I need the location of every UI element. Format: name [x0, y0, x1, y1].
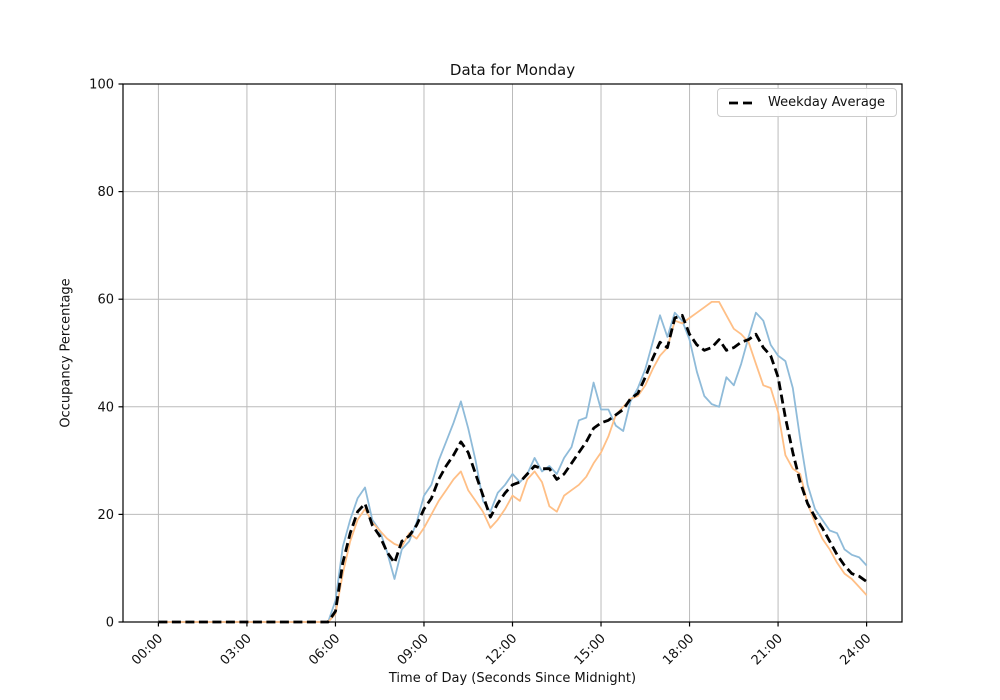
y-tick-label: 60	[97, 293, 114, 308]
y-axis-label: Occupancy Percentage	[58, 278, 74, 428]
x-tick-label: 24:00	[837, 631, 874, 668]
y-tick-label: 20	[97, 508, 114, 523]
weekday-average-line	[158, 313, 868, 624]
y-tick-label: 80	[97, 185, 114, 200]
y-tick-label: 40	[97, 400, 114, 415]
monday-sample-orange-line	[158, 300, 868, 623]
x-tick-label: 09:00	[395, 631, 432, 668]
x-tick-label: 15:00	[572, 631, 609, 668]
y-tick-label: 100	[89, 78, 114, 93]
x-tick-label: 03:00	[218, 631, 255, 668]
x-tick-label: 21:00	[749, 631, 786, 668]
x-tick-label: 18:00	[660, 631, 697, 668]
y-tick-label: 0	[106, 616, 114, 631]
x-axis-label: Time of Day (Seconds Since Midnight)	[388, 671, 637, 686]
x-tick-label: 00:00	[129, 631, 166, 668]
dashed-line-icon	[729, 101, 757, 104]
x-tick-label: 06:00	[306, 631, 343, 668]
chart-title: Data for Monday	[449, 61, 576, 79]
x-tick-label: 12:00	[483, 631, 520, 668]
legend: Weekday Average	[717, 88, 897, 117]
legend-label: Weekday Average	[768, 95, 886, 110]
